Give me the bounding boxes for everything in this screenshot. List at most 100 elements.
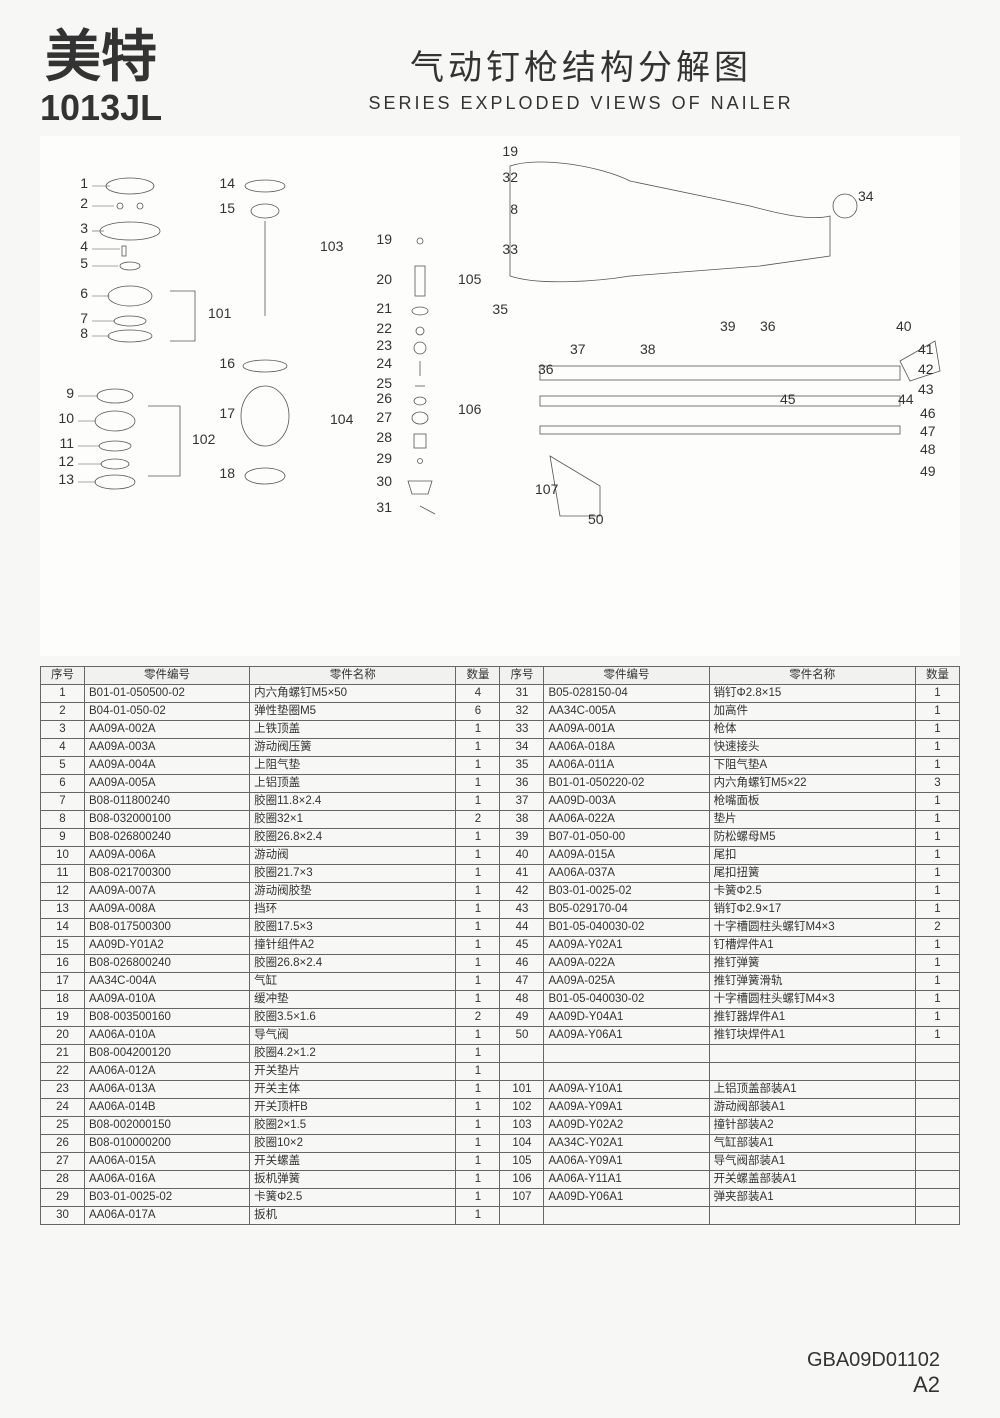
callout-8: 8 bbox=[80, 325, 88, 341]
callout-7: 7 bbox=[80, 310, 88, 326]
table-row: 13AA09A-008A挡环143B05-029170-04销钉Φ2.9×171 bbox=[41, 901, 960, 919]
callout-104: 104 bbox=[330, 411, 354, 427]
callout-14: 14 bbox=[219, 175, 235, 191]
callout-106: 106 bbox=[458, 401, 482, 417]
callout-32: 32 bbox=[502, 169, 518, 185]
callout-25: 25 bbox=[376, 375, 392, 391]
table-row: 8B08-032000100胶圈32×1238AA06A-022A垫片1 bbox=[41, 811, 960, 829]
callout-30: 30 bbox=[376, 473, 392, 489]
callout-36: 36 bbox=[760, 318, 776, 334]
table-row: 18AA09A-010A缓冲垫148B01-05-040030-02十字槽圆柱头… bbox=[41, 991, 960, 1009]
callout-40: 40 bbox=[896, 318, 912, 334]
callout-8: 8 bbox=[510, 201, 518, 217]
table-row: 16B08-026800240胶圈26.8×2.4146AA09A-022A推钉… bbox=[41, 955, 960, 973]
callout-5: 5 bbox=[80, 255, 88, 271]
callout-27: 27 bbox=[376, 409, 392, 425]
callout-24: 24 bbox=[376, 355, 392, 371]
callout-26: 26 bbox=[376, 390, 392, 406]
title-english: SERIES EXPLODED VIEWS OF NAILER bbox=[202, 93, 960, 114]
callout-15: 15 bbox=[219, 200, 235, 216]
table-row: 23AA06A-013A开关主体1101AA09A-Y10A1上铝顶盖部装A1 bbox=[41, 1081, 960, 1099]
table-row: 30AA06A-017A扳机1 bbox=[41, 1207, 960, 1225]
page-header: 美特 1013JL 气动钉枪结构分解图 SERIES EXPLODED VIEW… bbox=[40, 30, 960, 126]
parts-table: 序号 零件编号 零件名称 数量 序号 零件编号 零件名称 数量 1B01-01-… bbox=[40, 666, 960, 1225]
callout-102: 102 bbox=[192, 431, 216, 447]
brand-model: 1013JL bbox=[40, 90, 162, 126]
table-row: 12AA09A-007A游动阀胶垫142B03-01-0025-02卡簧Φ2.5… bbox=[41, 883, 960, 901]
table-row: 3AA09A-002A上铁顶盖133AA09A-001A枪体1 bbox=[41, 721, 960, 739]
callout-23: 23 bbox=[376, 337, 392, 353]
callout-4: 4 bbox=[80, 238, 88, 254]
callout-3: 3 bbox=[80, 220, 88, 236]
callout-42: 42 bbox=[918, 361, 934, 377]
table-row: 15AA09D-Y01A2撞针组件A2145AA09A-Y02A1钉槽焊件A11 bbox=[41, 937, 960, 955]
callout-45: 45 bbox=[780, 391, 796, 407]
callout-107: 107 bbox=[535, 481, 559, 497]
table-row: 24AA06A-014B开关顶杆B1102AA09A-Y09A1游动阀部装A1 bbox=[41, 1099, 960, 1117]
col-qty: 数量 bbox=[456, 667, 500, 685]
callout-13: 13 bbox=[58, 471, 74, 487]
callout-50: 50 bbox=[588, 511, 604, 527]
table-row: 21B08-004200120胶圈4.2×1.21 bbox=[41, 1045, 960, 1063]
brand-block: 美特 1013JL bbox=[40, 30, 162, 126]
table-row: 28AA06A-016A扳机弹簧1106AA06A-Y11A1开关螺盖部装A1 bbox=[41, 1171, 960, 1189]
table-row: 6AA09A-005A上铝顶盖136B01-01-050220-02内六角螺钉M… bbox=[41, 775, 960, 793]
table-row: 25B08-002000150胶圈2×1.51103AA09D-Y02A2撞针部… bbox=[41, 1117, 960, 1135]
callout-105: 105 bbox=[458, 271, 482, 287]
callout-36: 36 bbox=[538, 361, 554, 377]
callout-29: 29 bbox=[376, 450, 392, 466]
table-row: 29B03-01-0025-02卡簧Φ2.51107AA09D-Y06A1弹夹部… bbox=[41, 1189, 960, 1207]
table-row: 2B04-01-050-02弹性垫圈M5632AA34C-005A加高件1 bbox=[41, 703, 960, 721]
drawing-code: GBA09D01102 bbox=[807, 1348, 940, 1372]
callout-46: 46 bbox=[920, 405, 936, 421]
callout-17: 17 bbox=[219, 405, 235, 421]
table-row: 11B08-021700300胶圈21.7×3141AA06A-037A尾扣扭簧… bbox=[41, 865, 960, 883]
table-row: 4AA09A-003A游动阀压簧134AA06A-018A快速接头1 bbox=[41, 739, 960, 757]
table-row: 26B08-010000200胶圈10×21104AA34C-Y02A1气缸部装… bbox=[41, 1135, 960, 1153]
callout-41: 41 bbox=[918, 341, 934, 357]
callout-103: 103 bbox=[320, 238, 344, 254]
callout-9: 9 bbox=[66, 385, 74, 401]
table-row: 20AA06A-010A导气阀150AA09A-Y06A1推钉块焊件A11 bbox=[41, 1027, 960, 1045]
col-seq2: 序号 bbox=[500, 667, 544, 685]
callout-22: 22 bbox=[376, 320, 392, 336]
col-qty2: 数量 bbox=[915, 667, 959, 685]
callout-38: 38 bbox=[640, 341, 656, 357]
callout-33: 33 bbox=[502, 241, 518, 257]
callout-47: 47 bbox=[920, 423, 936, 439]
table-row: 7B08-011800240胶圈11.8×2.4137AA09D-003A枪嘴面… bbox=[41, 793, 960, 811]
revision: A2 bbox=[807, 1372, 940, 1398]
callout-48: 48 bbox=[920, 441, 936, 457]
callout-10: 10 bbox=[58, 410, 74, 426]
title-chinese: 气动钉枪结构分解图 bbox=[202, 40, 960, 89]
table-row: 14B08-017500300胶圈17.5×3144B01-05-040030-… bbox=[41, 919, 960, 937]
callout-37: 37 bbox=[570, 341, 586, 357]
callout-34: 34 bbox=[858, 188, 874, 204]
callout-19: 19 bbox=[502, 143, 518, 159]
table-row: 9B08-026800240胶圈26.8×2.4139B07-01-050-00… bbox=[41, 829, 960, 847]
callout-44: 44 bbox=[898, 391, 914, 407]
table-row: 27AA06A-015A开关螺盖1105AA06A-Y09A1导气阀部装A1 bbox=[41, 1153, 960, 1171]
callout-39: 39 bbox=[720, 318, 736, 334]
col-seq: 序号 bbox=[41, 667, 85, 685]
callout-2: 2 bbox=[80, 195, 88, 211]
callout-20: 20 bbox=[376, 271, 392, 287]
col-code2: 零件编号 bbox=[544, 667, 709, 685]
table-row: 5AA09A-004A上阻气垫135AA06A-011A下阻气垫A1 bbox=[41, 757, 960, 775]
callout-16: 16 bbox=[219, 355, 235, 371]
callout-6: 6 bbox=[80, 285, 88, 301]
callout-101: 101 bbox=[208, 305, 232, 321]
callout-31: 31 bbox=[376, 499, 392, 515]
brand-name: 美特 bbox=[40, 30, 162, 86]
callout-43: 43 bbox=[918, 381, 934, 397]
table-row: 22AA06A-012A开关垫片1 bbox=[41, 1063, 960, 1081]
callout-12: 12 bbox=[58, 453, 74, 469]
callout-19: 19 bbox=[376, 231, 392, 247]
col-name2: 零件名称 bbox=[709, 667, 915, 685]
col-name: 零件名称 bbox=[250, 667, 456, 685]
callout-49: 49 bbox=[920, 463, 936, 479]
callout-1: 1 bbox=[80, 175, 88, 191]
callout-21: 21 bbox=[376, 300, 392, 316]
callout-11: 11 bbox=[59, 435, 74, 451]
exploded-diagram: 1234567891011121310110214151617181031041… bbox=[40, 136, 960, 656]
